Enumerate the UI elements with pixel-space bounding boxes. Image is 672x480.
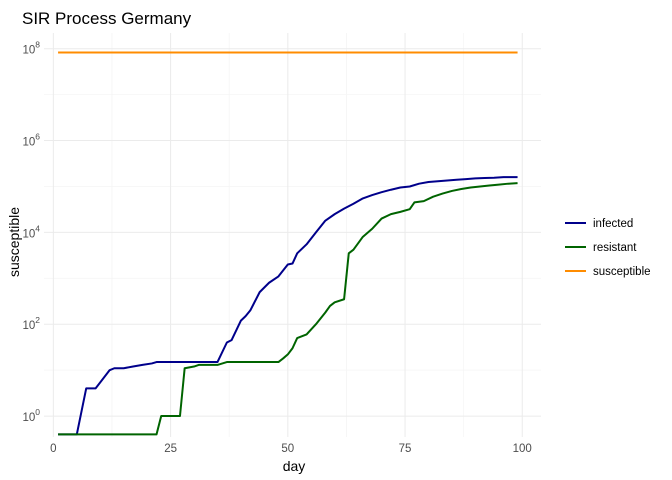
y-tick-label: 102 xyxy=(22,315,40,332)
legend-label-resistant: resistant xyxy=(593,242,637,254)
y-tick-label: 106 xyxy=(22,132,40,149)
y-tick-label: 104 xyxy=(22,223,40,240)
x-axis-label: day xyxy=(283,458,306,474)
y-axis-label: susceptible xyxy=(6,207,22,277)
y-tick-label: 100 xyxy=(22,407,40,424)
tick-labels: 0 25 50 75 100 100 102 104 106 108 xyxy=(22,40,531,455)
series-lines xyxy=(58,51,518,436)
chart-title: SIR Process Germany xyxy=(22,9,192,28)
x-tick-label: 0 xyxy=(50,443,56,455)
x-tick-label: 75 xyxy=(399,443,412,455)
x-tick-label: 25 xyxy=(164,443,177,455)
legend: infected resistant susceptible xyxy=(565,218,651,278)
y-tick-label: 108 xyxy=(22,40,40,57)
legend-label-infected: infected xyxy=(593,218,633,230)
series-line-infected xyxy=(58,176,518,436)
grid xyxy=(44,33,541,437)
x-tick-label: 50 xyxy=(281,443,294,455)
series-line-resistant xyxy=(58,182,518,436)
legend-label-susceptible: susceptible xyxy=(593,266,651,278)
x-tick-label: 100 xyxy=(513,443,532,455)
